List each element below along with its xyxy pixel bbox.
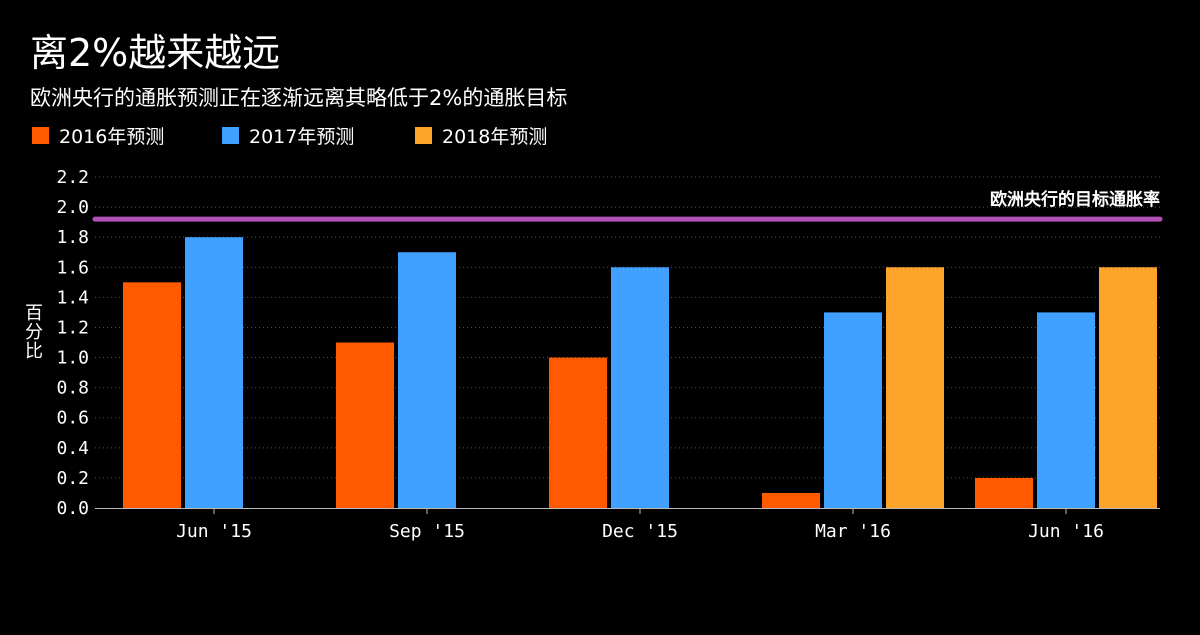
bar [886, 267, 944, 508]
y-tick-label: 1.0 [56, 348, 89, 369]
bar [824, 312, 882, 508]
y-tick-label: 1.6 [56, 257, 89, 278]
legend-label-2017: 2017年预测 [249, 126, 355, 148]
x-tick-label: Dec '15 [602, 521, 678, 542]
y-tick-label: 0.2 [56, 468, 89, 489]
legend-label-2016: 2016年预测 [59, 126, 165, 148]
y-tick-label: 2.0 [56, 197, 89, 218]
x-tick-label: Jun '15 [176, 521, 252, 542]
bar [975, 477, 1033, 508]
legend-item-2018: 2018年预测 [415, 122, 547, 149]
legend-item-2016: 2016年预测 [32, 122, 164, 149]
bar [398, 252, 456, 508]
chart-title: 离2%越来越远 [30, 31, 281, 75]
bar [1037, 312, 1095, 508]
legend-swatch-2017 [222, 127, 239, 144]
legend-item-2017: 2017年预测 [222, 122, 354, 149]
bar [1099, 267, 1157, 508]
y-tick-label: 2.2 [56, 167, 89, 188]
bar [762, 492, 820, 508]
y-tick-label: 1.8 [56, 227, 89, 248]
y-tick-label: 0.4 [56, 438, 89, 459]
bar [185, 237, 243, 508]
y-tick-label: 1.2 [56, 317, 89, 338]
legend-label-2018: 2018年预测 [442, 126, 548, 148]
bar [123, 282, 181, 508]
y-tick-label: 1.4 [56, 287, 89, 308]
chart-subtitle: 欧洲央行的通胀预测正在逐渐远离其略低于2%的通胀目标 [30, 86, 568, 110]
bar [549, 357, 607, 508]
bar [336, 342, 394, 508]
legend-swatch-2018 [415, 127, 432, 144]
legend-swatch-2016 [32, 127, 49, 144]
y-tick-label: 0.0 [56, 498, 89, 519]
x-tick-label: Jun '16 [1028, 521, 1104, 542]
y-tick-label: 0.6 [56, 408, 89, 429]
x-tick-label: Sep '15 [389, 521, 465, 542]
bar [611, 267, 669, 508]
y-tick-label: 0.8 [56, 378, 89, 399]
target-line-label: 欧洲央行的目标通胀率 [990, 189, 1160, 210]
x-tick-label: Mar '16 [815, 521, 891, 542]
y-axis-label: 百分比 [25, 303, 43, 362]
